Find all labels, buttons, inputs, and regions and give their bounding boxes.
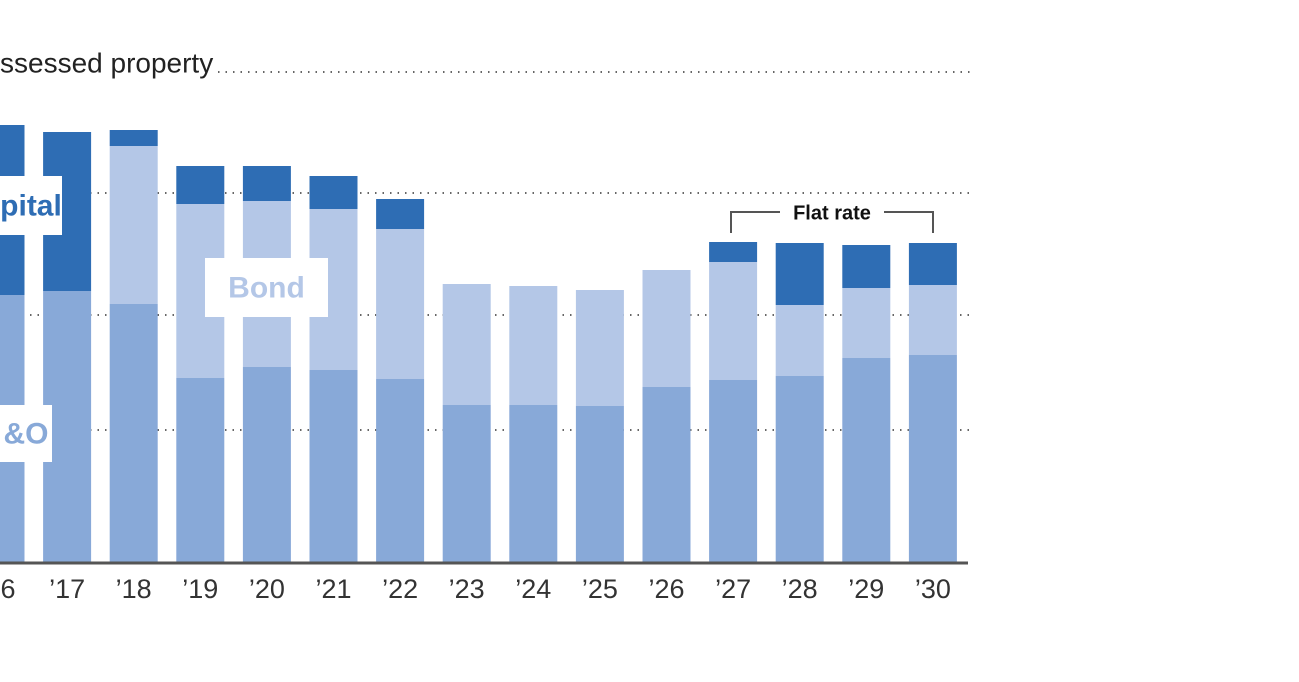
bar-segment	[908, 355, 957, 563]
series-label: &O	[4, 417, 49, 450]
bar-segment	[842, 288, 891, 358]
x-tick-label: ’18	[116, 574, 152, 604]
bar-segment	[442, 405, 491, 563]
bar-segment	[642, 270, 691, 387]
label-box	[0, 176, 62, 235]
bar-segment	[575, 406, 624, 563]
x-tick-label: ’23	[449, 574, 485, 604]
bar-segment	[309, 176, 358, 209]
bar-segment	[775, 376, 824, 563]
x-tick-label: 16	[0, 574, 16, 604]
label-box	[0, 405, 52, 462]
bar-segment	[509, 286, 558, 405]
bar-segment	[775, 243, 824, 305]
bar-segment	[709, 380, 758, 563]
chart-title: ssessed property	[0, 47, 213, 78]
bar-segment	[109, 130, 158, 146]
bar-segment	[109, 304, 158, 563]
bar-segment	[775, 305, 824, 376]
bar-segment	[376, 379, 425, 563]
x-tick-label: ’24	[515, 574, 551, 604]
bar-segment	[709, 242, 758, 262]
bar-segment	[309, 370, 358, 563]
bar-segment	[242, 166, 291, 201]
x-tick-label: ’26	[648, 574, 684, 604]
x-tick-label: ’21	[315, 574, 351, 604]
bar-segment	[642, 387, 691, 563]
bar-segment	[575, 290, 624, 406]
x-tick-label: ’28	[782, 574, 818, 604]
x-tick-label: ’30	[915, 574, 951, 604]
bar-segment	[242, 367, 291, 563]
bar-segment	[842, 358, 891, 563]
bar-segment	[109, 146, 158, 304]
bar-segment	[842, 245, 891, 288]
bar-segment	[908, 285, 957, 355]
bar-segment	[908, 243, 957, 285]
series-label: pital	[0, 189, 62, 222]
x-tick-label: ’29	[848, 574, 884, 604]
bar-segment	[509, 405, 558, 563]
bar-segment	[176, 166, 225, 204]
x-tick-label: ’25	[582, 574, 618, 604]
bracket	[730, 211, 934, 233]
annotation: Flat rate	[793, 202, 871, 224]
bar-segment	[376, 199, 425, 229]
bar-segment	[442, 284, 491, 405]
x-tick-label: ’22	[382, 574, 418, 604]
x-tick-label: ’20	[249, 574, 285, 604]
x-tick-label: ’17	[49, 574, 85, 604]
bar-segment	[376, 229, 425, 379]
x-tick-label: ’27	[715, 574, 751, 604]
bar-segment	[709, 262, 758, 380]
series-label: Bond	[228, 271, 305, 304]
bar-segment	[176, 378, 225, 563]
label-box	[205, 258, 328, 317]
x-tick-label: ’19	[182, 574, 218, 604]
